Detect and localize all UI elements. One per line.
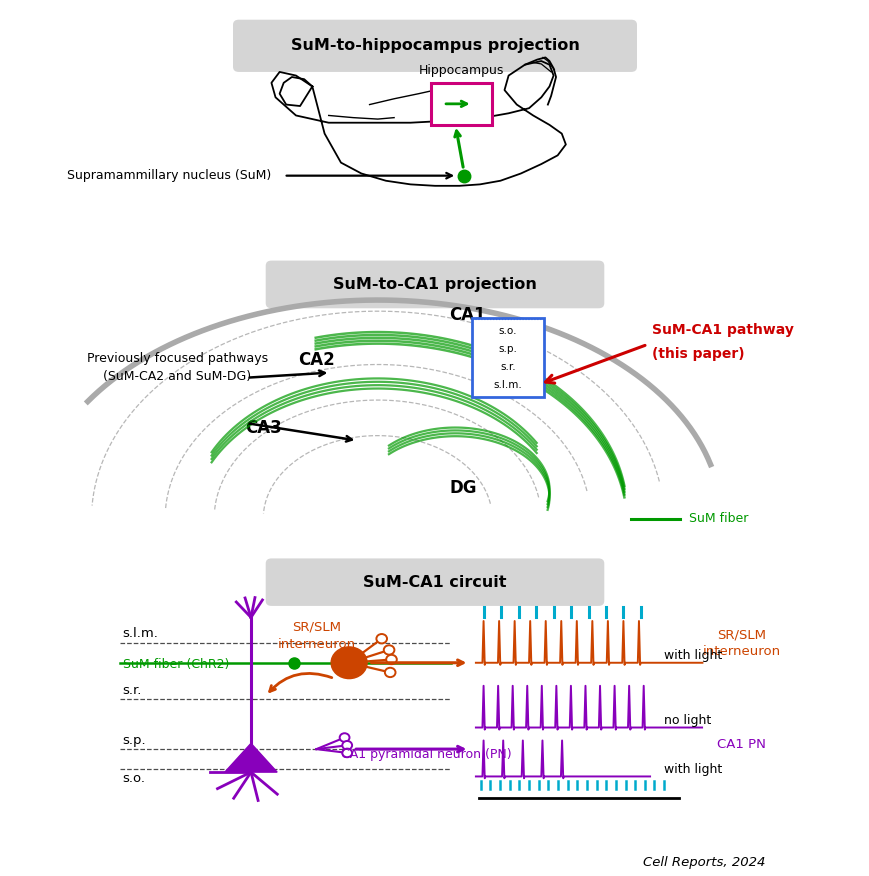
Text: interneuron: interneuron (702, 646, 779, 659)
Text: CA1 pyramidal neuron (PN): CA1 pyramidal neuron (PN) (341, 748, 511, 761)
Polygon shape (224, 744, 277, 772)
Text: SR/SLM: SR/SLM (292, 620, 341, 633)
Text: s.o.: s.o. (498, 326, 516, 336)
Text: (this paper): (this paper) (651, 347, 744, 361)
Circle shape (331, 646, 367, 679)
Text: Previously focused pathways: Previously focused pathways (87, 351, 268, 364)
Text: SuM fiber: SuM fiber (687, 512, 747, 525)
Circle shape (386, 655, 396, 664)
Circle shape (383, 646, 394, 654)
Text: s.r.: s.r. (123, 683, 142, 696)
Circle shape (339, 733, 349, 742)
Text: s.l.m.: s.l.m. (123, 627, 158, 640)
Text: with light: with light (663, 763, 721, 776)
Circle shape (342, 741, 352, 750)
Text: CA3: CA3 (244, 420, 282, 437)
Text: Supramammillary nucleus (SuM): Supramammillary nucleus (SuM) (67, 169, 271, 182)
Text: with light: with light (663, 649, 721, 662)
FancyBboxPatch shape (16, 8, 853, 259)
FancyBboxPatch shape (265, 558, 604, 606)
Text: SuM-to-hippocampus projection: SuM-to-hippocampus projection (290, 39, 579, 53)
Text: SR/SLM: SR/SLM (716, 629, 766, 642)
FancyBboxPatch shape (265, 260, 604, 308)
Text: SuM-CA1 circuit: SuM-CA1 circuit (363, 575, 506, 590)
Text: DG: DG (449, 479, 477, 498)
Text: s.l.m.: s.l.m. (493, 380, 521, 390)
Text: interneuron: interneuron (277, 638, 355, 651)
Text: no light: no light (663, 714, 711, 727)
Text: CA1 PN: CA1 PN (716, 738, 766, 752)
Text: s.p.: s.p. (123, 734, 146, 747)
Text: s.p.: s.p. (498, 343, 517, 354)
Text: (SuM-CA2 and SuM-DG): (SuM-CA2 and SuM-DG) (103, 371, 251, 384)
FancyBboxPatch shape (430, 83, 492, 125)
Text: SuM-to-CA1 projection: SuM-to-CA1 projection (333, 277, 536, 292)
FancyBboxPatch shape (16, 249, 853, 557)
FancyBboxPatch shape (16, 547, 853, 868)
Text: Cell Reports, 2024: Cell Reports, 2024 (642, 856, 765, 869)
Text: s.o.: s.o. (123, 772, 145, 785)
Circle shape (376, 634, 387, 643)
FancyBboxPatch shape (471, 318, 543, 397)
Text: s.r.: s.r. (500, 362, 515, 371)
Text: SuM fiber (ChR2): SuM fiber (ChR2) (123, 659, 229, 671)
FancyBboxPatch shape (233, 19, 636, 72)
Circle shape (342, 749, 352, 757)
Text: SuM-CA1 pathway: SuM-CA1 pathway (651, 323, 793, 337)
Text: CA2: CA2 (298, 350, 335, 369)
Text: Hippocampus: Hippocampus (418, 64, 504, 77)
Circle shape (384, 668, 395, 677)
Text: CA1: CA1 (449, 306, 486, 324)
